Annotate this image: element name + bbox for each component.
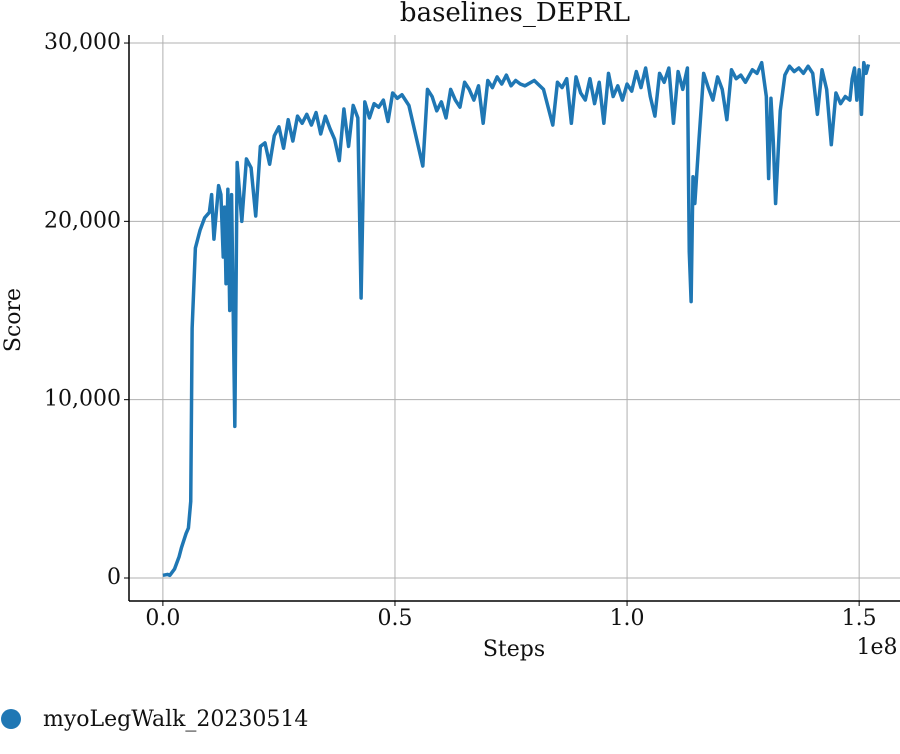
x-tick-label: 0.5 (377, 606, 412, 631)
y-axis-label: Score (1, 288, 26, 352)
data-line (162, 60, 871, 578)
y-tick-label: 10,000 (44, 387, 121, 412)
y-tick-label: 30,000 (44, 30, 121, 55)
x-tick-label: 1.0 (610, 606, 645, 631)
legend-marker (1, 709, 21, 729)
x-tick-label: 1.5 (842, 606, 877, 631)
chart-title: baselines_DEPRL (400, 0, 630, 28)
x-tick-label: 0.0 (145, 606, 180, 631)
x-axis-label: Steps (483, 637, 545, 662)
legend-label: myoLegWalk_20230514 (43, 707, 308, 732)
y-tick-label: 20,000 (44, 208, 121, 233)
y-tick-label: 0 (107, 565, 121, 590)
x-offset-label: 1e8 (856, 635, 897, 660)
